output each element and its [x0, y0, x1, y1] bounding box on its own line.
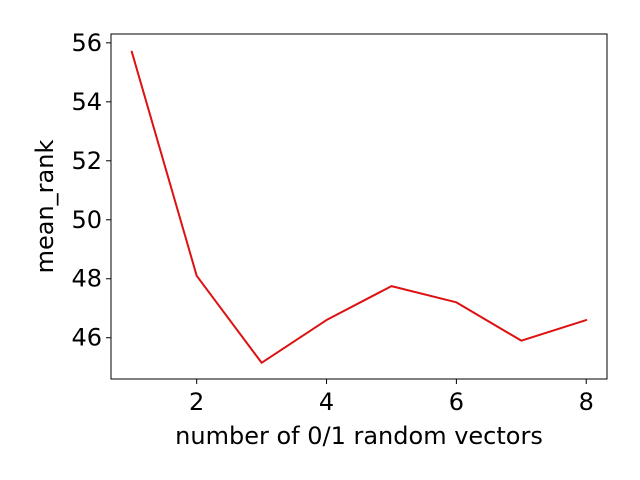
- x-axis-label: number of 0/1 random vectors: [175, 422, 543, 450]
- y-tick-label: 56: [71, 29, 102, 57]
- x-tick-label: 2: [189, 388, 204, 416]
- y-tick-label: 46: [71, 324, 102, 352]
- series-line: [130, 50, 588, 364]
- y-tick-label: 54: [71, 88, 102, 116]
- y-tick-label: 48: [71, 265, 102, 293]
- x-tick-label: 8: [579, 388, 594, 416]
- y-tick-label: 52: [71, 147, 102, 175]
- series-layer: [130, 50, 588, 364]
- axes-frame: [110, 33, 608, 380]
- y-axis-label: mean_rank: [31, 140, 59, 274]
- x-tick-label: 6: [449, 388, 464, 416]
- x-tick-label: 4: [319, 388, 334, 416]
- y-tick-label: 50: [71, 206, 102, 234]
